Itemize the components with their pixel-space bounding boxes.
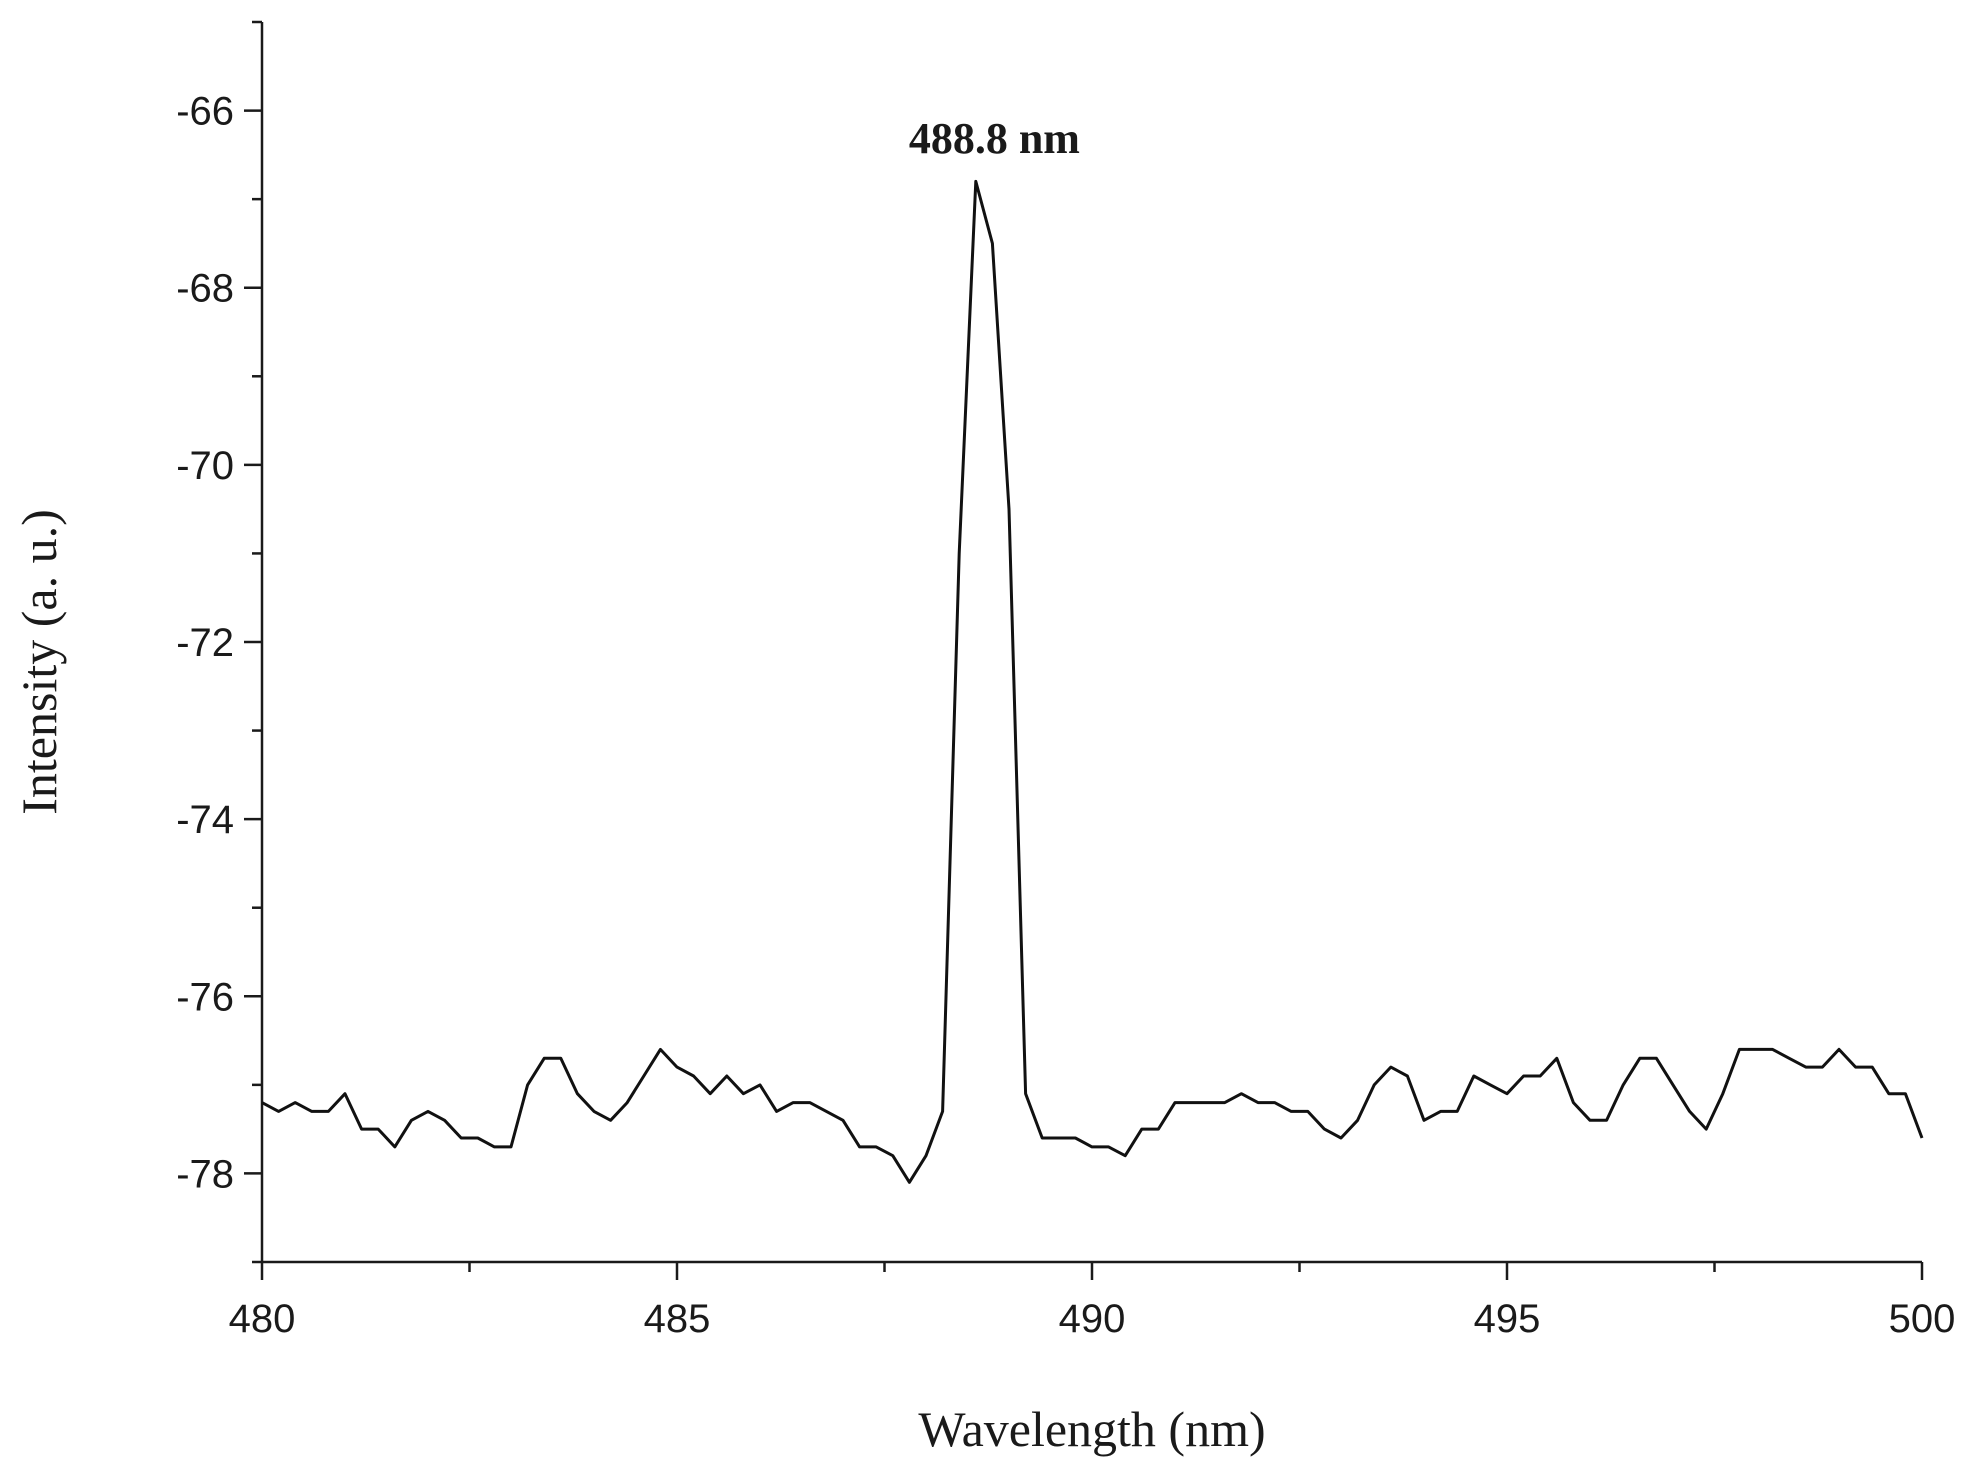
x-tick-label: 500: [1889, 1297, 1956, 1341]
x-tick-label: 480: [229, 1297, 296, 1341]
peak-annotation: 488.8 nm: [909, 114, 1080, 163]
y-tick-label: -72: [176, 621, 234, 665]
plot-area: [261, 179, 1924, 1184]
y-tick-label: -66: [176, 90, 234, 134]
y-tick-label: -68: [176, 267, 234, 311]
x-tick-label: 490: [1059, 1297, 1126, 1341]
x-tick-label: 495: [1474, 1297, 1541, 1341]
spectrum-line: [261, 179, 1924, 1184]
x-axis-title: Wavelength (nm): [918, 1401, 1265, 1457]
ticks: [244, 20, 1924, 1280]
tick-labels: 480 485 490 495 500 -66 -68 -70 -72 -74 -76 -78: [176, 90, 1955, 1341]
y-tick-label: -70: [176, 444, 234, 488]
y-tick-label: -78: [176, 1152, 234, 1196]
x-tick-label: 485: [644, 1297, 711, 1341]
axes: [260, 22, 1922, 1264]
annotations: 488.8 nm: [909, 114, 1080, 163]
y-tick-label: -74: [176, 798, 234, 842]
y-tick-label: -76: [176, 975, 234, 1019]
y-axis-title: Intensity (a. u.): [11, 509, 67, 814]
